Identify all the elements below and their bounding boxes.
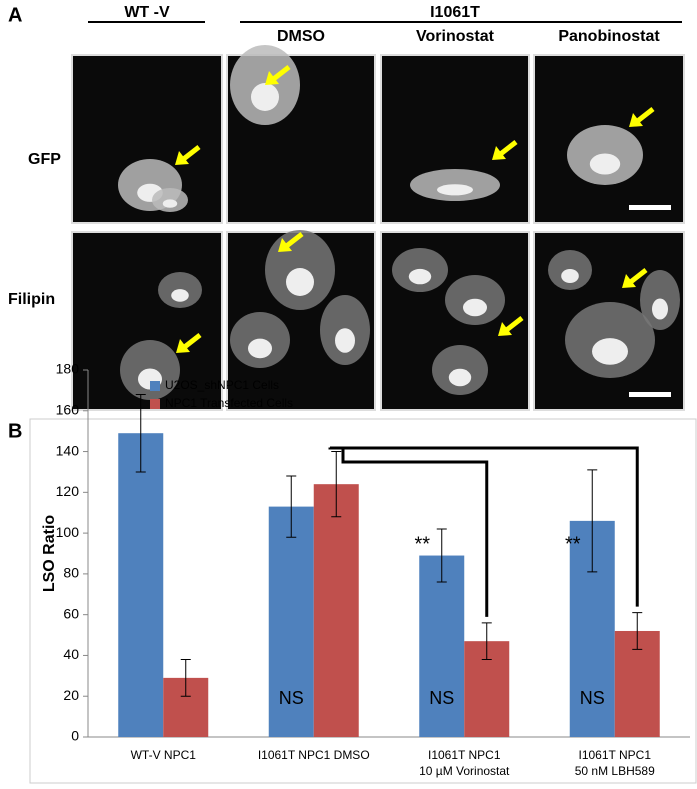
y-tick-label: 40: [63, 646, 79, 662]
bar-chart: 0 20 40 60 80 100 120 140 160 180 LSO Ratio WT-V NP…: [41, 361, 690, 778]
annotation: **: [414, 533, 430, 555]
cell-core: [592, 338, 628, 365]
cell-core: [589, 153, 621, 175]
cell-core: [162, 199, 178, 208]
bar: [419, 555, 465, 737]
cell-core: [463, 298, 487, 317]
legend-label: NPC1 Transfected Cells: [165, 396, 293, 410]
error-bar: [180, 659, 191, 697]
bar: [268, 506, 314, 737]
scale-bar: [629, 205, 671, 210]
annotation: NS: [279, 688, 304, 708]
arrow-head: [175, 151, 189, 165]
annotation: **: [565, 533, 581, 555]
y-tick-label: 140: [56, 442, 80, 458]
y-tick-label: 20: [63, 687, 79, 703]
arrow-head: [492, 146, 506, 160]
bracket: [328, 446, 639, 607]
group-label: I1061T: [430, 4, 480, 21]
cell-core: [286, 268, 314, 296]
chart-frame: [29, 418, 697, 784]
arrow-head: [629, 113, 643, 127]
error-bar: [632, 612, 643, 650]
error-bar: [286, 475, 297, 538]
error-bar: [481, 622, 492, 661]
bar: [118, 433, 164, 737]
arrow-head: [176, 339, 190, 353]
cell-core: [248, 338, 272, 359]
cell-core: [251, 83, 279, 111]
column-label: Panobinostat: [558, 28, 660, 45]
cell-core: [652, 298, 668, 320]
bar: [313, 484, 359, 737]
error-bar: [587, 469, 598, 573]
legend-swatch: [150, 381, 160, 391]
y-axis-label: LSO Ratio: [41, 515, 58, 593]
row-label: GFP: [28, 151, 61, 168]
group-label: WT -V: [124, 4, 170, 21]
y-tick-label: 80: [63, 565, 79, 581]
arrow-head: [265, 71, 279, 85]
error-bar: [135, 393, 146, 473]
error-bar: [331, 451, 342, 518]
scale-bar: [629, 392, 671, 397]
arrow-head: [498, 322, 512, 336]
annotation: NS: [429, 688, 454, 708]
cell-core: [335, 328, 355, 353]
panel-label: B: [8, 420, 22, 442]
arrow-head: [278, 238, 292, 252]
cell-core: [448, 368, 472, 387]
bracket: [341, 447, 489, 617]
x-tick-label: WT-V NPC1: [131, 748, 197, 762]
micrographs: [71, 45, 685, 411]
x-tick-label: I1061T NPC1 10 µM Vorinostat: [419, 748, 510, 778]
error-bar: [436, 528, 447, 583]
y-tick-label: 160: [56, 401, 80, 417]
cell-core: [408, 268, 432, 285]
x-tick-label: I1061T NPC1 DMSO: [258, 748, 370, 762]
y-tick-label: 120: [56, 483, 80, 499]
annotation: NS: [580, 688, 605, 708]
legend-swatch: [150, 399, 160, 409]
y-tick-label: 180: [56, 361, 80, 377]
cell-core: [437, 184, 473, 196]
panel-label: A: [8, 4, 22, 26]
y-tick-label: 60: [63, 605, 79, 621]
cell-core: [171, 289, 189, 302]
column-label: Vorinostat: [416, 28, 495, 45]
y-tick-label: 100: [56, 524, 80, 540]
x-tick-label: I1061T NPC1 50 nM LBH589: [575, 748, 655, 778]
legend-label: U2OS_shNPC1 Cells: [165, 378, 279, 392]
arrow-head: [622, 274, 636, 288]
column-label: DMSO: [277, 28, 325, 45]
cell-core: [561, 269, 579, 283]
row-label: Filipin: [8, 291, 55, 308]
micrograph: [533, 54, 685, 224]
y-tick-label: 0: [71, 728, 79, 744]
